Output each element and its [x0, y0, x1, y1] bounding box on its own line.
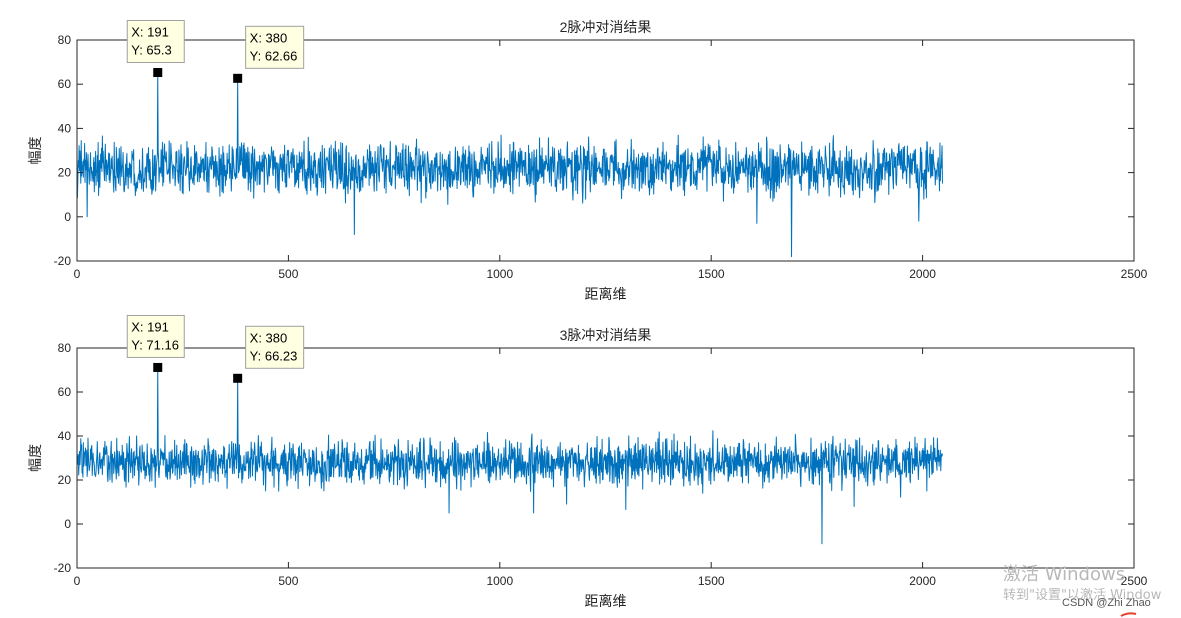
series-line	[76, 366, 943, 545]
red-cursor-mark	[1120, 612, 1137, 617]
datatip-box	[245, 325, 305, 369]
plot-area	[77, 40, 1134, 261]
datatip-x-value: X: 191	[131, 319, 169, 334]
chart-panel-1: 0 500 1000 1500 2000 2500-200204060802脉冲对消结果距…	[27, 19, 1148, 302]
x-tick-label: 1500	[698, 267, 725, 281]
y-tick-label: 60	[58, 385, 72, 399]
datatip-x-value: X: 380	[250, 30, 288, 45]
datatip-marker	[233, 73, 243, 83]
datatip-marker	[153, 67, 163, 77]
x-tick-label: 1000	[486, 574, 513, 588]
x-tick-label: 2000	[909, 267, 936, 281]
datatip-x-value: X: 191	[131, 24, 169, 39]
chart-title: 2脉冲对消结果	[560, 19, 652, 35]
axes-box	[76, 347, 1135, 569]
datatip-x-value: X: 380	[250, 330, 288, 345]
x-axis-label: 距离维	[585, 593, 627, 609]
y-tick-label: 80	[58, 341, 72, 355]
y-axis-label: 幅度	[27, 444, 43, 472]
x-tick-label: 0	[74, 574, 81, 588]
datatip-y-value: Y: 65.3	[131, 42, 171, 57]
y-tick-label: -20	[54, 254, 72, 268]
y-tick-label: 40	[58, 121, 72, 135]
y-tick-label: 0	[64, 517, 71, 531]
x-tick-label: 0	[74, 267, 81, 281]
datatip-marker	[233, 373, 243, 383]
x-tick-label: 500	[278, 267, 298, 281]
x-axis-label: 距离维	[585, 286, 627, 302]
datatip-box	[245, 25, 305, 69]
x-tick-label: 2500	[1121, 267, 1148, 281]
datatip-y-value: Y: 66.23	[250, 348, 298, 363]
axes-box	[76, 39, 1135, 262]
datatip-y-value: Y: 62.66	[250, 48, 298, 63]
y-tick-label: 40	[58, 429, 72, 443]
x-tick-label: 1000	[486, 267, 513, 281]
datatip-y-value: Y: 71.16	[131, 337, 179, 352]
series-line	[76, 71, 943, 258]
y-axis-label: 幅度	[27, 137, 43, 165]
chart-title: 3脉冲对消结果	[560, 327, 652, 343]
y-tick-label: 20	[58, 166, 72, 180]
y-tick-label: 20	[58, 473, 72, 487]
y-tick-label: 60	[58, 77, 72, 91]
csdn-credit: CSDN @Zhi Zhao	[1062, 597, 1151, 609]
datatip-box	[126, 314, 185, 358]
windows-activation-watermark: 激活 Windows	[1003, 564, 1126, 585]
x-tick-label: 500	[278, 574, 298, 588]
x-tick-label: 2500	[1121, 574, 1148, 588]
datatip-box	[126, 19, 185, 63]
windows-activation-hint: 转到"设置"以激活 Window	[1003, 588, 1162, 603]
datatip-marker	[153, 362, 163, 372]
y-tick-label: 80	[58, 33, 72, 47]
y-tick-label: 0	[64, 210, 71, 224]
x-tick-label: 2000	[909, 574, 936, 588]
chart-panel-2: 0 500 1000 1500 2000 2500-200204060803脉冲对消结果距…	[27, 314, 1148, 609]
y-tick-label: -20	[54, 561, 72, 575]
x-tick-label: 1500	[698, 574, 725, 588]
